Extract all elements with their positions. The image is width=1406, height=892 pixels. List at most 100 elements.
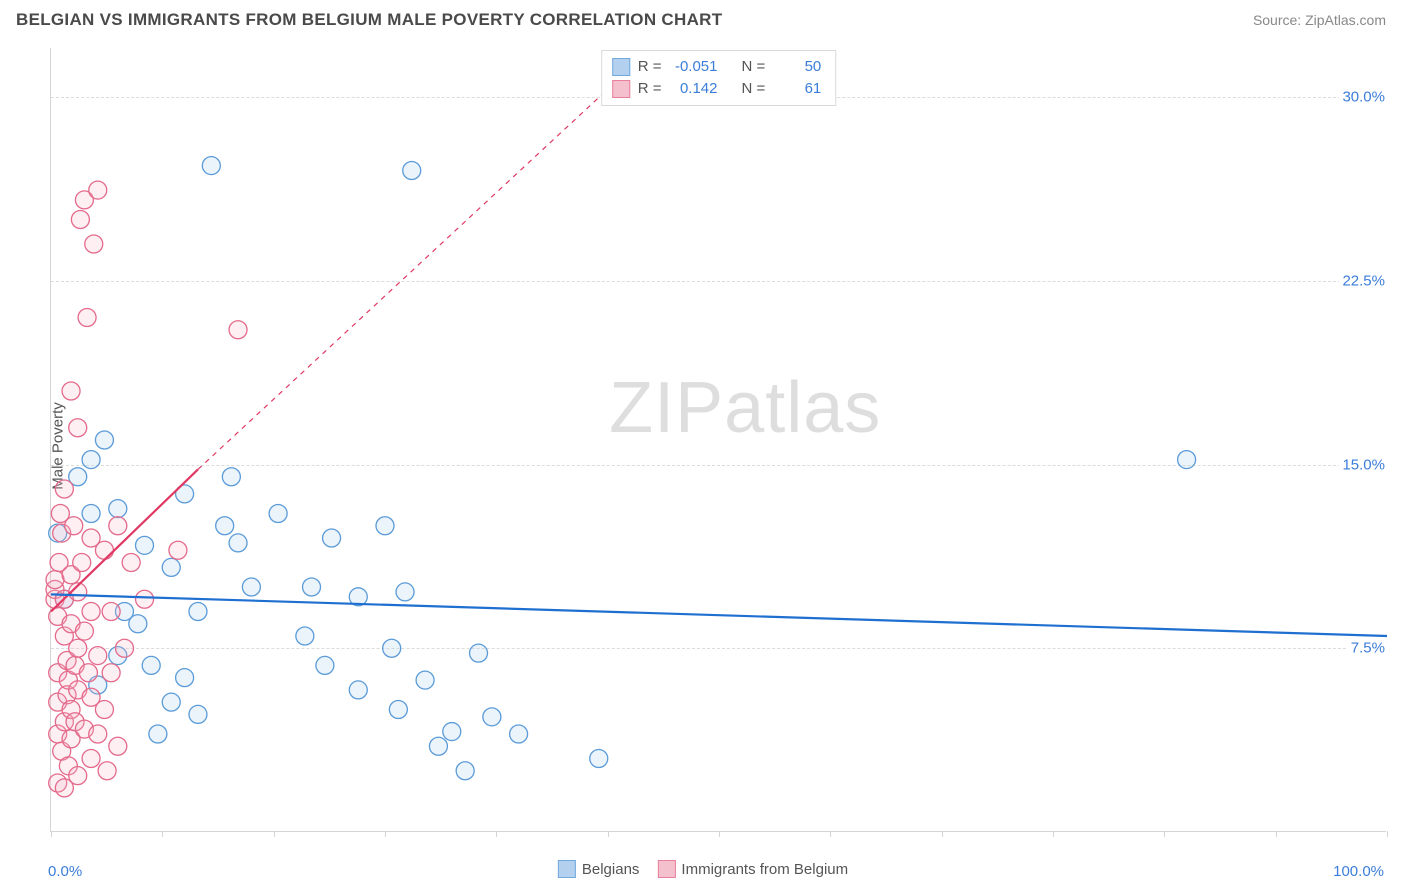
x-tick (719, 831, 720, 837)
trend-line (198, 48, 652, 469)
data-point (46, 571, 64, 589)
data-point (222, 468, 240, 486)
data-point (149, 725, 167, 743)
data-point (396, 583, 414, 601)
data-point (456, 762, 474, 780)
r-value-series2: 0.142 (670, 78, 718, 100)
data-point (98, 762, 116, 780)
data-point (323, 529, 341, 547)
data-point (443, 723, 461, 741)
data-point (189, 705, 207, 723)
swatch-series2-icon (657, 860, 675, 878)
x-tick (1276, 831, 1277, 837)
data-point (349, 681, 367, 699)
data-point (89, 181, 107, 199)
data-point (129, 615, 147, 633)
chart-plot-area: ZIPatlas 7.5%15.0%22.5%30.0% R = -0.051 … (50, 48, 1386, 832)
data-point (69, 767, 87, 785)
data-point (316, 656, 334, 674)
data-point (102, 664, 120, 682)
swatch-series1 (612, 58, 630, 76)
data-point (189, 603, 207, 621)
x-tick (1053, 831, 1054, 837)
x-tick (385, 831, 386, 837)
data-point (95, 431, 113, 449)
data-point (162, 558, 180, 576)
data-point (242, 578, 260, 596)
data-point (122, 554, 140, 572)
n-label: N = (742, 56, 766, 78)
scatter-svg (51, 48, 1386, 831)
legend-item-series2: Immigrants from Belgium (657, 860, 848, 878)
x-axis-max-label: 100.0% (1333, 863, 1384, 880)
data-point (82, 603, 100, 621)
x-tick (496, 831, 497, 837)
data-point (136, 590, 154, 608)
legend-label-series1: Belgians (582, 861, 640, 878)
x-tick (51, 831, 52, 837)
x-tick (942, 831, 943, 837)
data-point (89, 647, 107, 665)
data-point (109, 500, 127, 518)
data-point (102, 603, 120, 621)
data-point (383, 639, 401, 657)
data-point (75, 622, 93, 640)
correlation-legend: R = -0.051 N = 50 R = 0.142 N = 61 (601, 50, 837, 106)
data-point (269, 505, 287, 523)
n-value-series2: 61 (773, 78, 821, 100)
x-tick (830, 831, 831, 837)
series-legend: Belgians Immigrants from Belgium (558, 860, 848, 878)
data-point (136, 536, 154, 554)
legend-item-series1: Belgians (558, 860, 640, 878)
data-point (82, 750, 100, 768)
chart-title: BELGIAN VS IMMIGRANTS FROM BELGIUM MALE … (16, 10, 722, 30)
data-point (429, 737, 447, 755)
swatch-series1-icon (558, 860, 576, 878)
n-label: N = (742, 78, 766, 100)
data-point (73, 554, 91, 572)
x-axis-min-label: 0.0% (48, 863, 82, 880)
source-label: Source: ZipAtlas.com (1253, 12, 1386, 28)
n-value-series1: 50 (773, 56, 821, 78)
data-point (202, 157, 220, 175)
swatch-series2 (612, 80, 630, 98)
data-point (82, 451, 100, 469)
data-point (483, 708, 501, 726)
data-point (510, 725, 528, 743)
x-tick (274, 831, 275, 837)
x-tick (608, 831, 609, 837)
data-point (95, 541, 113, 559)
trend-line (51, 594, 1387, 636)
data-point (590, 750, 608, 768)
corr-row-series2: R = 0.142 N = 61 (612, 78, 822, 100)
x-tick (1164, 831, 1165, 837)
x-tick (162, 831, 163, 837)
data-point (95, 701, 113, 719)
data-point (389, 701, 407, 719)
data-point (85, 235, 103, 253)
data-point (115, 639, 133, 657)
corr-row-series1: R = -0.051 N = 50 (612, 56, 822, 78)
data-point (71, 211, 89, 229)
r-value-series1: -0.051 (670, 56, 718, 78)
data-point (65, 517, 83, 535)
data-point (229, 321, 247, 339)
data-point (176, 669, 194, 687)
data-point (89, 725, 107, 743)
data-point (229, 534, 247, 552)
data-point (142, 656, 160, 674)
data-point (303, 578, 321, 596)
data-point (78, 309, 96, 327)
x-tick (1387, 831, 1388, 837)
data-point (79, 664, 97, 682)
legend-label-series2: Immigrants from Belgium (681, 861, 848, 878)
data-point (162, 693, 180, 711)
data-point (82, 505, 100, 523)
data-point (69, 639, 87, 657)
r-label: R = (638, 78, 662, 100)
data-point (376, 517, 394, 535)
data-point (216, 517, 234, 535)
data-point (470, 644, 488, 662)
data-point (109, 737, 127, 755)
data-point (296, 627, 314, 645)
